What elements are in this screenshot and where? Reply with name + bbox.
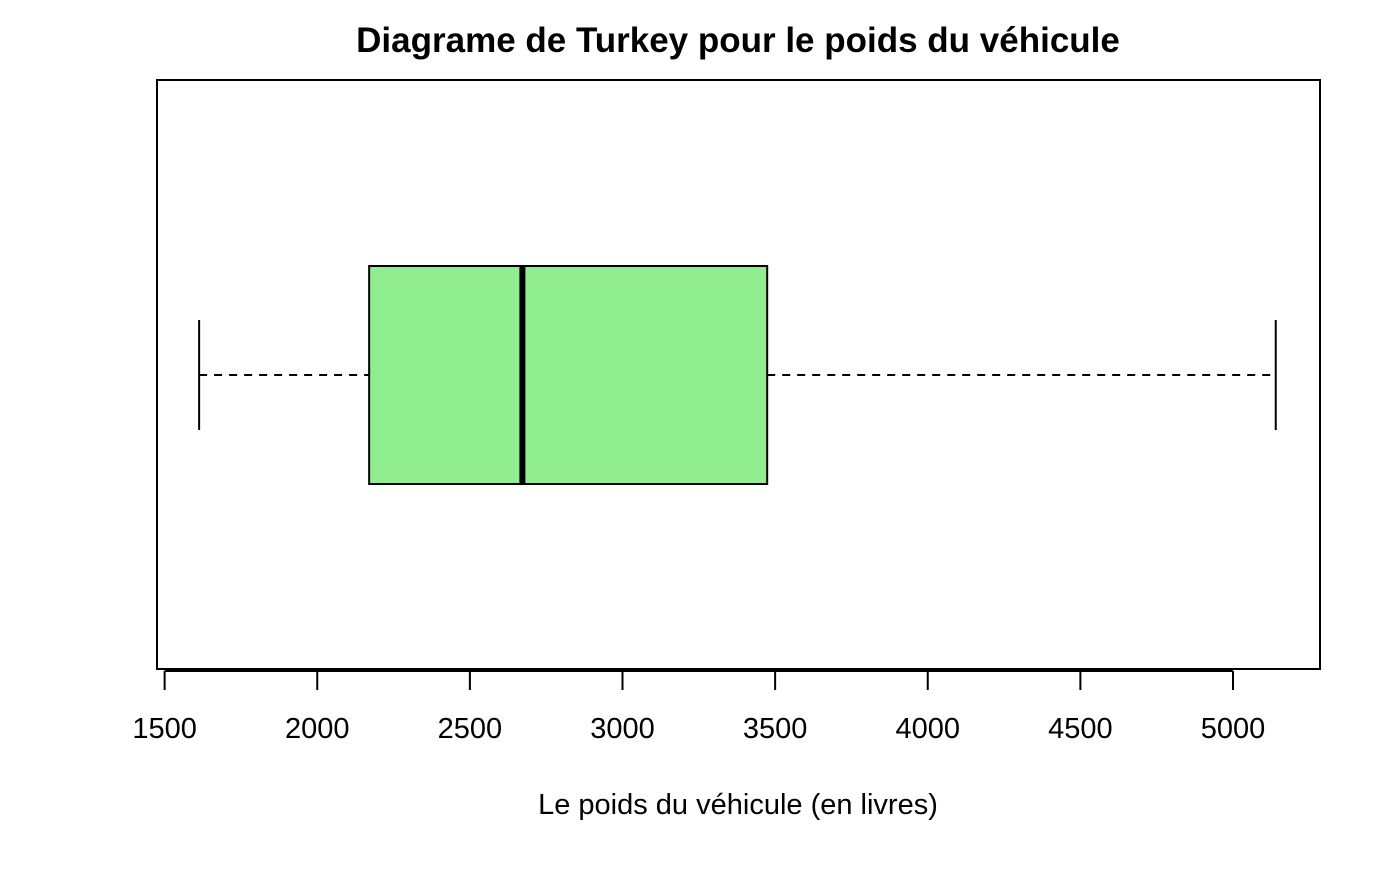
x-tick-label: 2000 <box>285 713 350 745</box>
x-tick-label: 1500 <box>132 713 197 745</box>
iqr-box <box>368 265 769 485</box>
x-tick-label: 4500 <box>1048 713 1113 745</box>
chart-title: Diagrame de Turkey pour le poids du véhi… <box>356 21 1120 60</box>
x-tick-label: 5000 <box>1201 713 1266 745</box>
x-tick-label: 3500 <box>743 713 808 745</box>
x-tick-label: 2500 <box>438 713 503 745</box>
x-axis: 1500 2000 2500 3000 3500 4000 4500 5000 <box>132 670 1266 745</box>
box-layer <box>198 265 1277 485</box>
plot-frame <box>156 79 1321 670</box>
x-tick-label: 4000 <box>895 713 960 745</box>
x-axis-label: Le poids du véhicule (en livres) <box>538 789 938 821</box>
x-tick-label: 3000 <box>590 713 655 745</box>
